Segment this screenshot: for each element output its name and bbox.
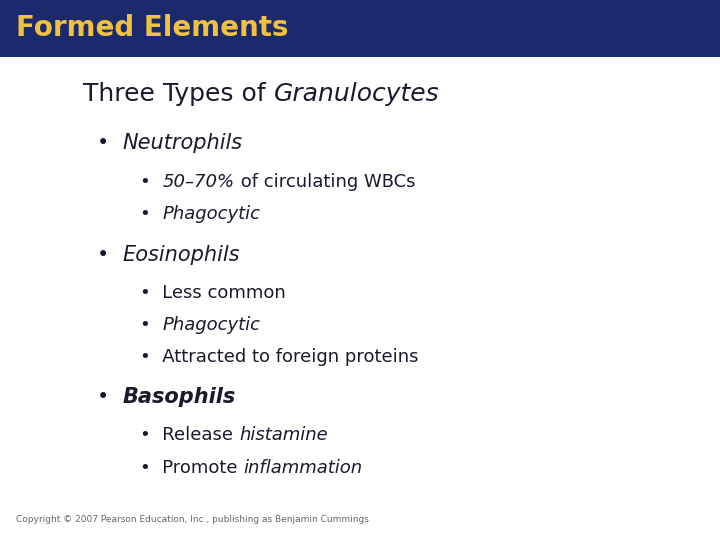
Bar	[0, 0, 720, 57]
Text: histamine: histamine	[239, 426, 328, 444]
Text: •: •	[97, 133, 122, 153]
Text: •: •	[97, 387, 122, 407]
Text: Basophils: Basophils	[122, 387, 236, 407]
Text: Neutrophils: Neutrophils	[122, 133, 243, 153]
Text: •: •	[140, 316, 163, 334]
Text: Eosinophils: Eosinophils	[122, 245, 240, 265]
Text: Granulocytes: Granulocytes	[274, 83, 439, 106]
Text: •  Promote: • Promote	[140, 459, 243, 477]
Text: •  Release: • Release	[140, 426, 239, 444]
Text: Three Types of: Three Types of	[83, 83, 274, 106]
Text: Phagocytic: Phagocytic	[163, 316, 261, 334]
Text: Phagocytic: Phagocytic	[163, 205, 261, 224]
Text: •  Attracted to foreign proteins: • Attracted to foreign proteins	[140, 348, 419, 367]
Text: •: •	[140, 205, 163, 224]
Text: •: •	[97, 245, 122, 265]
Text: of circulating WBCs: of circulating WBCs	[235, 173, 415, 191]
Text: 50–70%: 50–70%	[163, 173, 235, 191]
Text: •: •	[140, 173, 163, 191]
Text: inflammation: inflammation	[243, 459, 363, 477]
Text: Formed Elements: Formed Elements	[16, 15, 288, 42]
Text: Copyright © 2007 Pearson Education, Inc., publishing as Benjamin Cummings: Copyright © 2007 Pearson Education, Inc.…	[16, 515, 369, 524]
Text: •  Less common: • Less common	[140, 284, 286, 302]
